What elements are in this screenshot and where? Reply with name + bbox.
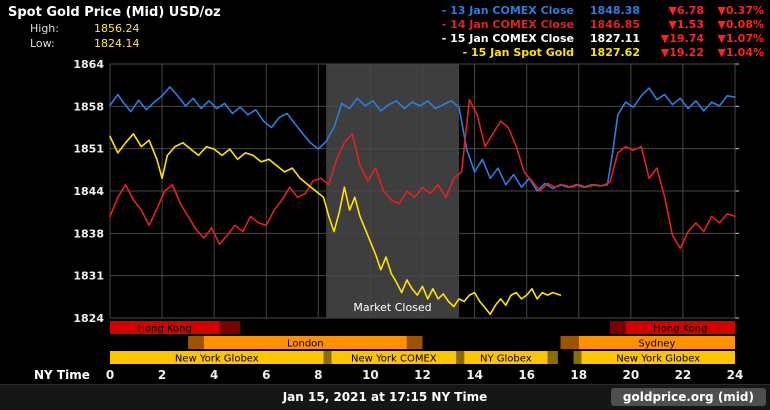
legend-change: ▼6.78 [668, 4, 704, 17]
footer-datetime: Jan 15, 2021 at 17:15 NY Time [282, 390, 488, 404]
x-axis-label: 10 [362, 368, 379, 382]
session-bar-new-york-row [323, 351, 332, 364]
high-row: High: 1856.24 [30, 22, 140, 35]
x-axis-title: NY Time [34, 368, 90, 382]
session-bar-hong-kong-row [219, 321, 241, 334]
session-bar-london-sydney-row [406, 336, 423, 349]
legend-row-0: - 13 Jan COMEX Close 1848.38 ▼6.78 ▼0.37% [422, 4, 764, 18]
x-axis-label: 24 [727, 368, 744, 382]
session-label: Hong Kong [138, 324, 192, 335]
low-label: Low: [30, 37, 55, 50]
legend-value: 1846.85 [589, 18, 640, 31]
session-bar-hong-kong-row [110, 321, 220, 334]
y-axis-label: 1844 [73, 185, 104, 198]
legend-percent: ▼1.07% [717, 32, 764, 45]
session-bar-london-sydney-row [188, 336, 204, 349]
series-14-jan-comex-close [109, 98, 736, 249]
x-axis-label: 4 [210, 368, 218, 382]
session-bar-london-sydney-row [203, 336, 407, 349]
legend-change: ▼1.53 [668, 18, 704, 31]
x-axis-label: 14 [466, 368, 483, 382]
high-label: High: [30, 22, 59, 35]
session-label: New York COMEX [351, 354, 437, 365]
session-label: NY Globex [480, 354, 532, 365]
legend-change: ▼19.74 [660, 32, 704, 45]
session-bar-new-york-row [464, 351, 548, 364]
x-axis-label: 6 [262, 368, 270, 382]
legend-row-1: - 14 Jan COMEX Close 1846.85 ▼1.53 ▼0.08% [422, 18, 764, 32]
session-label: Sydney [638, 339, 675, 350]
x-axis-label: 16 [518, 368, 535, 382]
low-value: 1824.14 [94, 37, 140, 50]
session-bar-new-york-row [331, 351, 457, 364]
y-axis-label: 1864 [73, 58, 104, 71]
legend-change: ▼19.22 [660, 46, 704, 59]
source-badge[interactable]: goldprice.org (mid) [610, 388, 766, 406]
legend-percent: ▼1.04% [717, 46, 764, 59]
footer-bar: Jan 15, 2021 at 17:15 NY Time goldprice.… [0, 384, 770, 410]
series-13-jan-comex-close [109, 86, 736, 192]
session-label: New York Globex [616, 354, 700, 365]
market-closed-label: Market Closed [353, 301, 431, 314]
x-axis-label: 20 [622, 368, 639, 382]
page-title: Spot Gold Price (Mid) USD/oz [8, 5, 221, 20]
y-axis-label: 1824 [73, 312, 104, 325]
legend: - 13 Jan COMEX Close 1848.38 ▼6.78 ▼0.37% - … [422, 4, 764, 60]
legend-label: - 15 Jan Spot Gold [462, 46, 574, 59]
legend-label: - 15 Jan COMEX Close [441, 32, 574, 45]
legend-label: - 14 Jan COMEX Close [441, 18, 574, 31]
x-axis-label: 22 [675, 368, 692, 382]
session-bar-new-york-row [110, 351, 324, 364]
session-bar-london-sydney-row [560, 336, 579, 349]
legend-label: - 13 Jan COMEX Close [441, 4, 574, 17]
legend-percent: ▼0.08% [717, 18, 764, 31]
x-axis-label: 18 [570, 368, 587, 382]
x-axis-label: 2 [158, 368, 166, 382]
session-label: Hong Kong [653, 324, 707, 335]
high-value: 1856.24 [94, 22, 140, 35]
y-axis-label: 1838 [73, 227, 104, 240]
legend-percent: ▼0.37% [717, 4, 764, 17]
y-axis-label: 1831 [73, 270, 104, 283]
x-axis-label: 12 [414, 368, 431, 382]
session-bar-new-york-row [573, 351, 582, 364]
session-bar-new-york-row [456, 351, 465, 364]
y-axis-label: 1858 [73, 100, 104, 113]
session-bar-new-york-row [581, 351, 735, 364]
session-label: New York Globex [175, 354, 259, 365]
x-axis-label: 0 [106, 368, 114, 382]
series-15-jan-spot-gold [109, 133, 562, 316]
legend-value: 1827.11 [589, 32, 640, 45]
y-axis-label: 1851 [73, 143, 104, 156]
legend-row-2: - 15 Jan COMEX Close 1827.11 ▼19.74 ▼1.07% [422, 32, 764, 46]
x-axis-label: 8 [314, 368, 322, 382]
session-label: London [287, 339, 324, 350]
legend-value: 1848.38 [589, 4, 640, 17]
session-bar-london-sydney-row [578, 336, 735, 349]
session-bar-hong-kong-row [625, 321, 735, 334]
legend-row-3: - 15 Jan Spot Gold 1827.62 ▼19.22 ▼1.04% [422, 46, 764, 60]
low-row: Low: 1824.14 [30, 37, 140, 50]
legend-value: 1827.62 [589, 46, 640, 59]
session-bar-hong-kong-row [610, 321, 626, 334]
session-bar-new-york-row [547, 351, 558, 364]
